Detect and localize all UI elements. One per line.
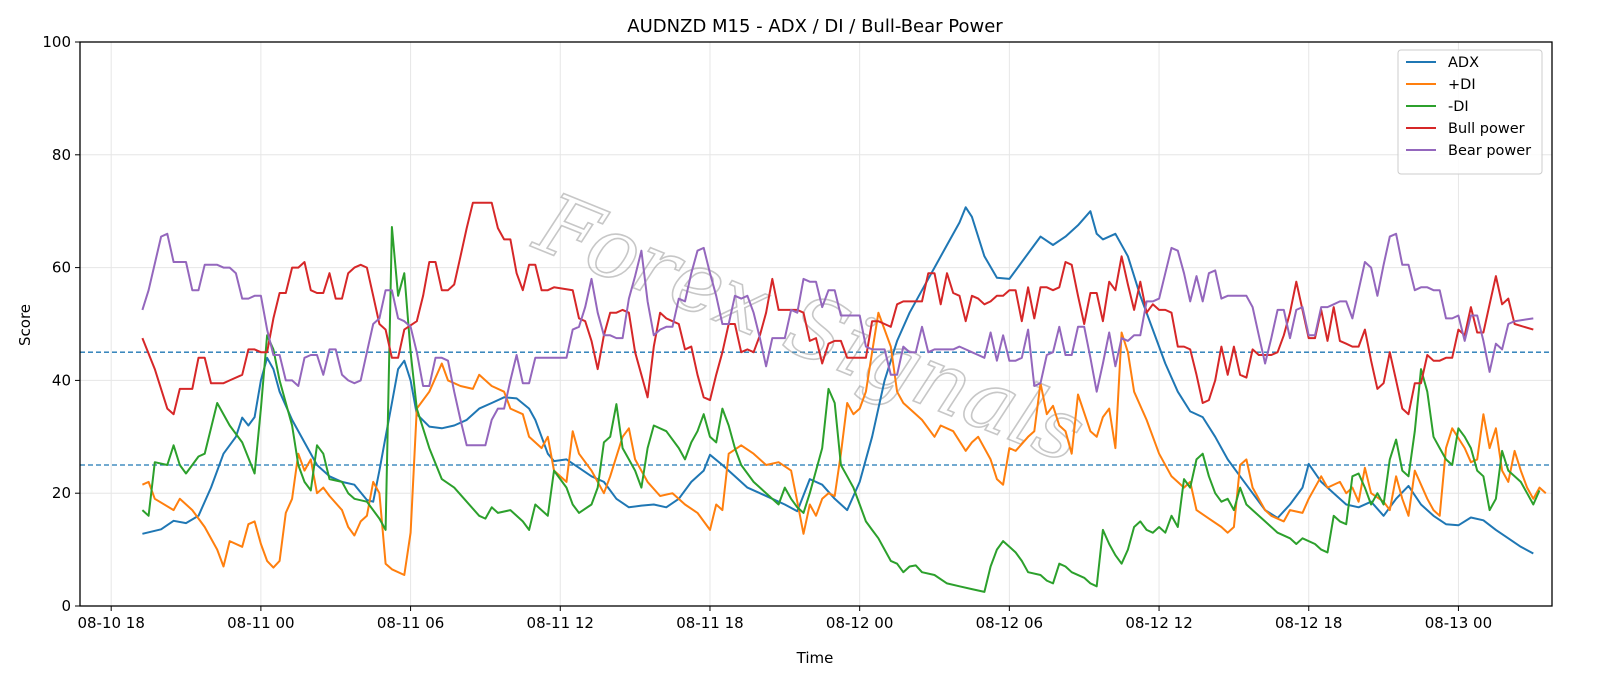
x-tick-label: 08-11 00 [227,614,294,632]
legend-label-adx: ADX [1448,55,1479,71]
x-tick-label: 08-13 00 [1425,614,1492,632]
legend-label--di: +DI [1448,77,1476,93]
legend-label--di: -DI [1448,99,1469,115]
x-tick-label: 08-12 00 [826,614,893,632]
y-tick-label: 0 [61,597,71,615]
series-line-adx [142,206,1534,555]
legend-box [1397,49,1543,175]
x-tick-label: 08-10 18 [77,614,144,632]
series-lines [141,201,1547,593]
x-tick-label: 08-12 12 [1125,614,1192,632]
plot-frame [79,41,1553,607]
x-tick-label: 08-12 18 [1275,614,1342,632]
legend: ADX +DI -DI Bull power Bear power [1397,49,1543,175]
y-tick-label: 100 [42,33,71,51]
legend-label-bull-power: Bull power [1448,121,1525,137]
y-axis-label: Score [16,304,34,346]
x-tick-label: 08-11 06 [377,614,444,632]
x-axis: 08-10 18 08-11 00 08-11 06 08-11 12 08-11 18… [77,606,1492,632]
series-line-bear-power [141,232,1534,447]
x-tick-label: 08-12 06 [976,614,1043,632]
series-line--di [141,226,1541,593]
y-tick-label: 80 [52,146,71,164]
y-tick-label: 60 [52,259,71,277]
series-line--di [141,311,1547,576]
threshold-lines [80,351,1552,466]
grid [80,41,1552,607]
x-tick-label: 08-11 12 [527,614,594,632]
legend-label-bear-power: Bear power [1448,143,1531,159]
y-tick-label: 20 [52,484,71,502]
y-axis: 0 20 40 60 80 100 [42,33,80,615]
x-axis-label: Time [796,649,834,667]
chart-title: AUDNZD M15 - ADX / DI / Bull-Bear Power [627,16,1003,37]
y-tick-label: 40 [52,371,71,389]
x-tick-label: 08-11 18 [676,614,743,632]
